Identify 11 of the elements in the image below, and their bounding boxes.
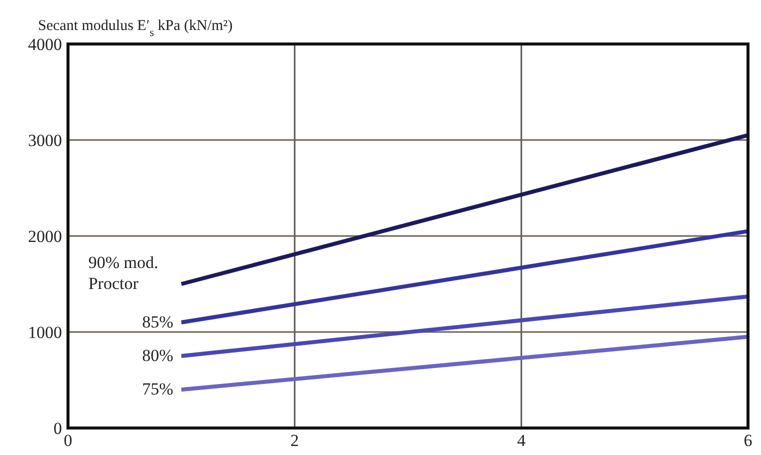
x-tick-label: 2 [290,431,299,450]
series-label: 80% [142,346,174,365]
series-label: 75% [142,380,174,399]
y-tick-label: 1000 [28,322,62,342]
series-label: 90% mod. Proctor [88,253,158,293]
y-tick-label: 0 [54,418,62,438]
y-tick-label: 3000 [28,130,62,150]
series-label: 85% [142,312,174,332]
x-tick-label: 4 [517,431,526,450]
y-tick-label: 2000 [28,226,62,246]
x-tick-label: 6 [744,431,752,450]
